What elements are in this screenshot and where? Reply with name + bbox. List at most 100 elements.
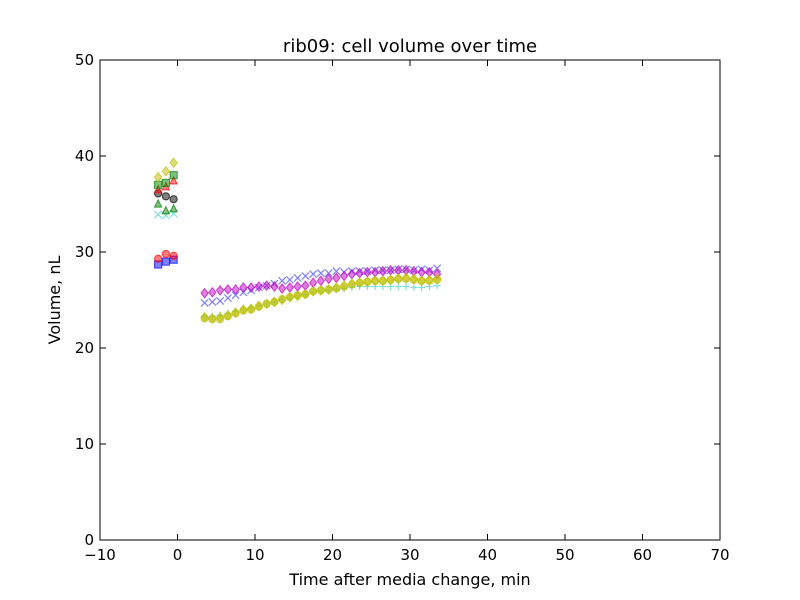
data-point [161, 192, 170, 201]
y-tick-label: 30 [75, 243, 94, 261]
data-point [402, 282, 410, 291]
data-point [324, 269, 333, 278]
data-point [332, 282, 341, 293]
x-tick-label: 70 [710, 546, 729, 564]
y-tick-label: 20 [75, 339, 94, 357]
x-tick-label: 0 [173, 546, 183, 564]
series-7-points [153, 157, 178, 183]
data-point [161, 249, 170, 259]
data-point [215, 284, 225, 296]
data-point [169, 175, 179, 185]
data-point [154, 210, 163, 219]
y-tick-label: 50 [75, 51, 94, 69]
data-point [200, 287, 209, 299]
y-axis-label: Volume, nL [45, 256, 64, 345]
data-point [239, 304, 248, 316]
data-point [246, 282, 256, 293]
data-point [246, 303, 256, 315]
data-point [363, 276, 372, 288]
data-point [285, 275, 294, 284]
data-point [153, 171, 163, 183]
data-point [277, 283, 287, 294]
data-point [169, 195, 178, 204]
data-point [161, 178, 170, 187]
data-point [308, 285, 318, 297]
x-axis-label: Time after media change, min [288, 570, 530, 589]
data-point [223, 294, 232, 303]
series-1-points [154, 249, 178, 263]
data-point [223, 309, 233, 321]
x-tick-label: −10 [84, 546, 116, 564]
data-point [409, 273, 419, 285]
data-point [231, 307, 240, 318]
chart-title: rib09: cell volume over time [283, 36, 537, 57]
data-point [208, 297, 217, 306]
data-point [293, 290, 302, 302]
data-point [231, 284, 240, 295]
data-points [153, 157, 442, 324]
data-point [161, 257, 170, 266]
data-point [301, 271, 310, 281]
data-point [433, 264, 442, 273]
data-point [223, 284, 233, 295]
data-point [277, 294, 287, 306]
data-point [347, 278, 357, 290]
data-point [355, 277, 364, 289]
data-point [293, 273, 302, 282]
data-point [309, 270, 318, 279]
data-point [316, 284, 326, 296]
x-tick-label: 10 [245, 546, 264, 564]
data-point [285, 291, 295, 303]
data-point [370, 275, 380, 287]
data-point [332, 267, 341, 276]
data-point [316, 269, 325, 278]
data-point [262, 298, 271, 310]
data-point [169, 251, 178, 260]
data-point [161, 205, 171, 215]
data-point [208, 312, 217, 324]
data-point [200, 298, 209, 307]
y-tick-label: 0 [84, 531, 94, 549]
data-point [208, 286, 217, 298]
y-tick-label: 10 [75, 435, 94, 453]
data-point [231, 291, 240, 300]
data-point [410, 283, 418, 292]
plot-frame [99, 59, 721, 541]
data-point [401, 272, 411, 284]
data-point [394, 273, 403, 285]
data-point [161, 165, 171, 177]
x-tick-label: 40 [478, 546, 497, 564]
x-tick-label: 30 [400, 546, 419, 564]
data-point [378, 275, 388, 287]
data-point [254, 300, 264, 312]
data-point [417, 275, 426, 287]
data-point [278, 276, 287, 285]
x-tick-label: 50 [555, 546, 574, 564]
data-point [301, 288, 310, 300]
data-point [154, 254, 163, 263]
data-point [239, 282, 248, 293]
data-point [270, 296, 279, 308]
data-point [425, 274, 434, 286]
data-point [339, 280, 349, 292]
data-point [386, 274, 395, 286]
data-point [216, 296, 225, 305]
series-9-points [200, 264, 442, 299]
series-3-points [153, 198, 179, 215]
series-12-points [200, 272, 442, 324]
data-point [153, 184, 163, 194]
x-tick-label: 60 [633, 546, 652, 564]
data-point [153, 198, 163, 208]
x-tick-label: 20 [323, 546, 342, 564]
data-point [324, 284, 333, 295]
data-point [169, 203, 179, 213]
data-point [169, 171, 178, 180]
data-point [270, 281, 279, 292]
data-point [324, 273, 333, 285]
data-point [169, 157, 178, 169]
data-point [262, 280, 271, 292]
data-point [432, 273, 442, 285]
